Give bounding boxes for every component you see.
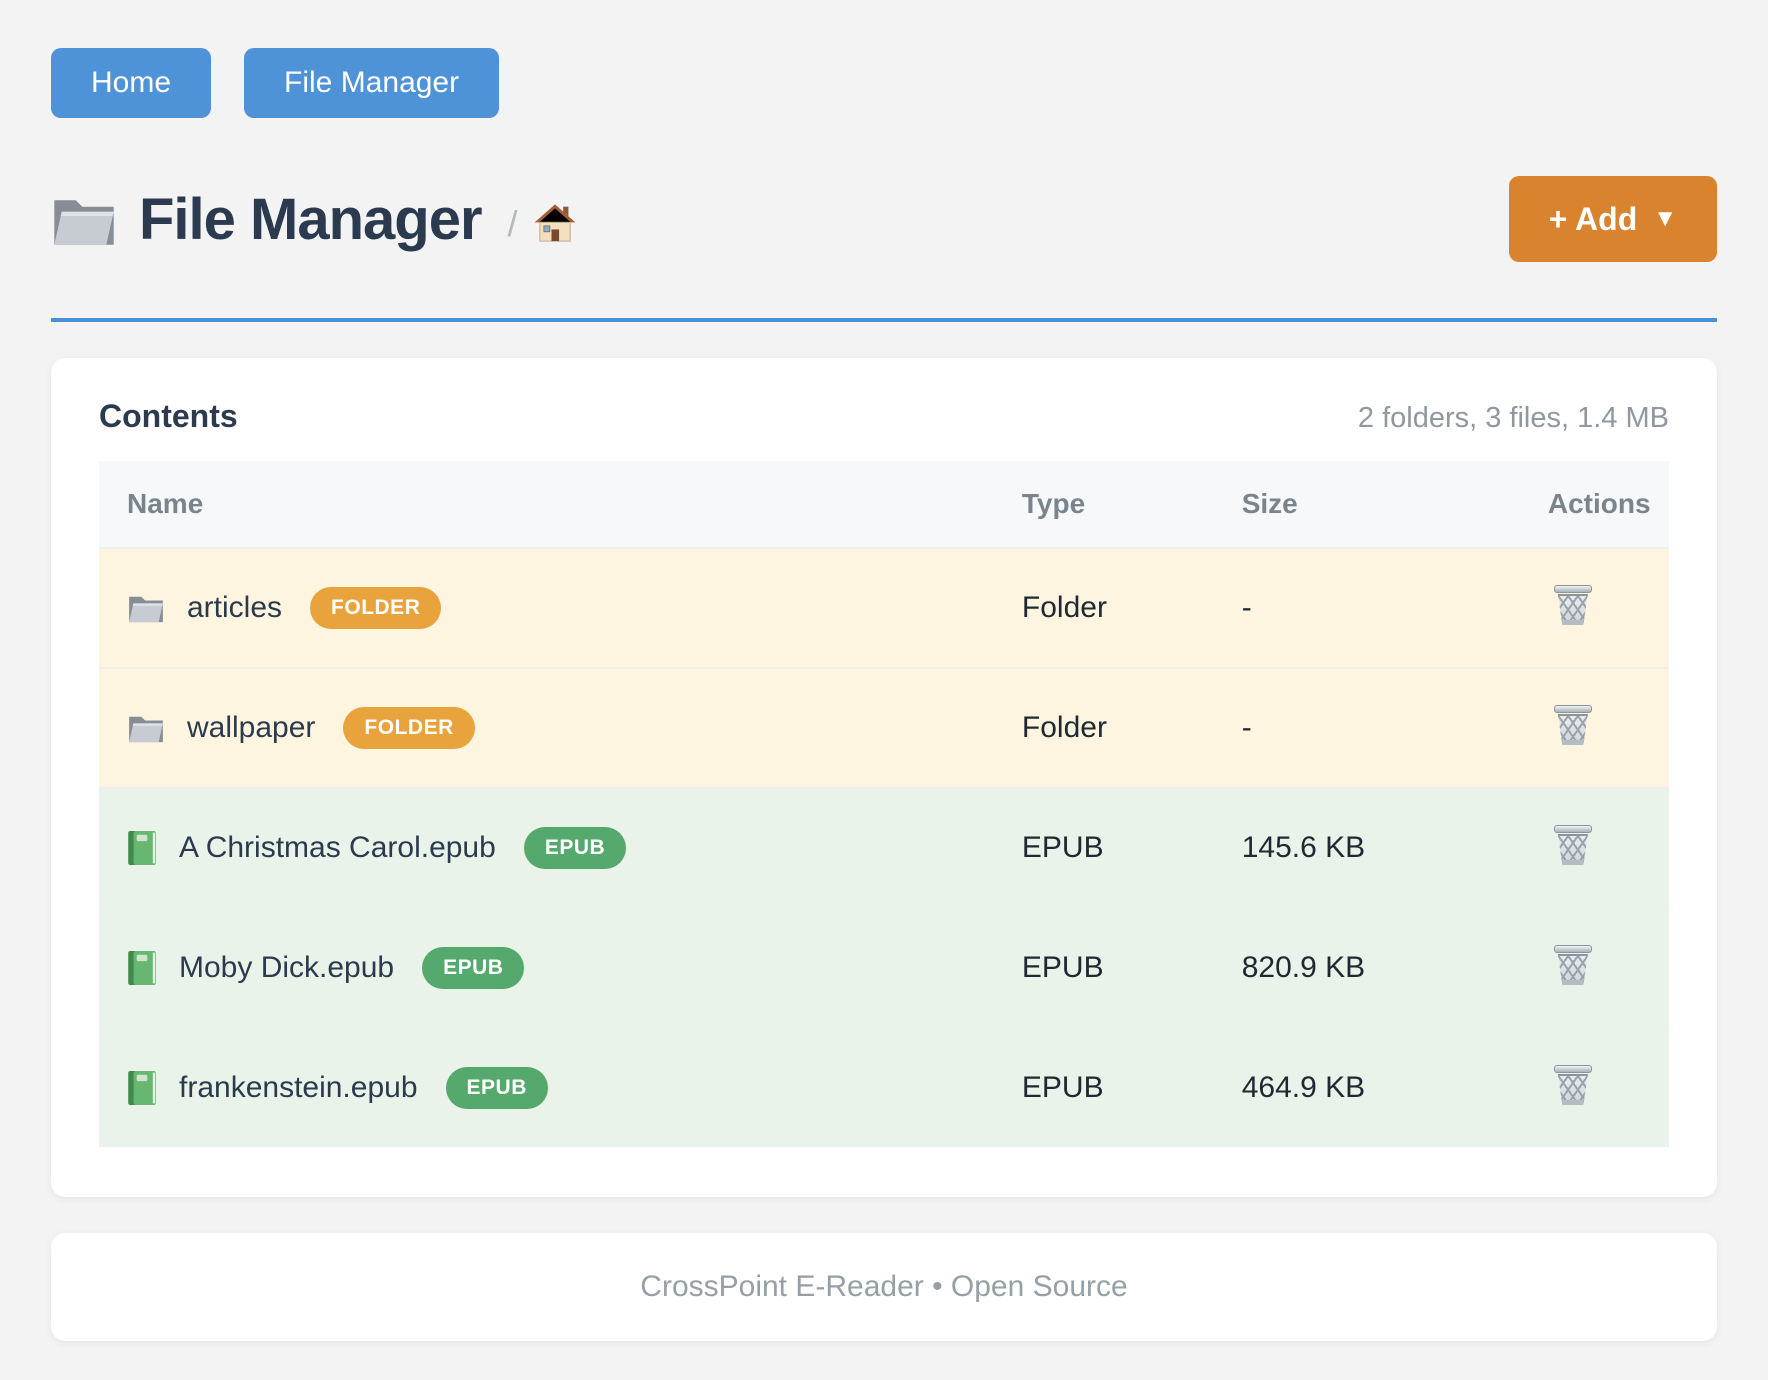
- folder-icon: [51, 193, 117, 252]
- size-cell: 820.9 KB: [1213, 908, 1520, 1028]
- nav-home-button[interactable]: Home: [51, 48, 212, 118]
- file-name-link[interactable]: frankenstein.epub: [179, 1071, 418, 1104]
- folder-icon: [127, 593, 165, 623]
- size-cell: 145.6 KB: [1213, 788, 1520, 908]
- page-title: File Manager: [139, 186, 483, 252]
- delete-button[interactable]: [1553, 943, 1592, 988]
- home-icon[interactable]: [534, 203, 576, 248]
- table-row[interactable]: wallpaper FOLDER Folder -: [99, 668, 1669, 788]
- size-cell: -: [1213, 548, 1520, 668]
- type-cell: Folder: [993, 668, 1214, 788]
- delete-button[interactable]: [1553, 1063, 1592, 1108]
- page-header: File Manager / + Add ▼: [51, 174, 1717, 264]
- add-button-label: + Add: [1548, 200, 1638, 237]
- type-badge: EPUB: [422, 947, 525, 989]
- contents-heading: Contents: [99, 398, 238, 434]
- delete-button[interactable]: [1553, 703, 1592, 748]
- table-row[interactable]: articles FOLDER Folder -: [99, 548, 1669, 668]
- table-row[interactable]: Moby Dick.epub EPUB EPUB 820.9 KB: [99, 908, 1669, 1028]
- epub-book-icon: [127, 1070, 157, 1106]
- type-badge: FOLDER: [310, 587, 442, 629]
- footer-card: CrossPoint E-Reader • Open Source: [51, 1233, 1717, 1341]
- file-name-link[interactable]: articles: [187, 591, 283, 624]
- delete-button[interactable]: [1553, 823, 1592, 868]
- type-cell: EPUB: [993, 788, 1214, 908]
- column-header-size: Size: [1213, 461, 1520, 548]
- type-cell: Folder: [993, 548, 1214, 668]
- size-cell: 464.9 KB: [1213, 1028, 1520, 1147]
- footer-text: CrossPoint E-Reader • Open Source: [640, 1270, 1128, 1303]
- trash-icon: [1553, 703, 1592, 745]
- file-name-link[interactable]: wallpaper: [187, 711, 316, 744]
- file-name-link[interactable]: Moby Dick.epub: [179, 951, 395, 984]
- type-badge: EPUB: [445, 1067, 548, 1109]
- column-header-actions: Actions: [1519, 461, 1669, 548]
- breadcrumb-separator: /: [507, 203, 518, 244]
- chevron-down-icon: ▼: [1653, 205, 1677, 232]
- table-header-row: Name Type Size Actions: [99, 461, 1669, 548]
- trash-icon: [1553, 583, 1592, 625]
- column-header-type: Type: [993, 461, 1214, 548]
- nav-file-manager-button[interactable]: File Manager: [244, 48, 500, 118]
- type-badge: EPUB: [523, 827, 627, 869]
- top-nav: Home File Manager: [51, 48, 1717, 118]
- table-row[interactable]: A Christmas Carol.epub EPUB EPUB 145.6 K…: [99, 788, 1669, 908]
- table-row[interactable]: frankenstein.epub EPUB EPUB 464.9 KB: [99, 1028, 1669, 1147]
- epub-book-icon: [127, 950, 157, 986]
- type-badge: FOLDER: [343, 707, 475, 749]
- folder-icon: [127, 713, 165, 743]
- title-divider: [51, 318, 1717, 322]
- contents-card: Contents 2 folders, 3 files, 1.4 MB Name…: [51, 358, 1717, 1197]
- file-name-link[interactable]: A Christmas Carol.epub: [179, 831, 496, 864]
- delete-button[interactable]: [1553, 583, 1592, 628]
- trash-icon: [1553, 943, 1592, 985]
- type-cell: EPUB: [993, 1028, 1214, 1147]
- add-button[interactable]: + Add ▼: [1508, 176, 1717, 262]
- type-cell: EPUB: [993, 908, 1214, 1028]
- column-header-name: Name: [99, 461, 994, 548]
- trash-icon: [1553, 823, 1592, 865]
- file-table: Name Type Size Actions: [99, 461, 1669, 1147]
- trash-icon: [1553, 1063, 1592, 1105]
- contents-summary: 2 folders, 3 files, 1.4 MB: [1357, 402, 1669, 434]
- size-cell: -: [1213, 668, 1520, 788]
- epub-book-icon: [127, 830, 157, 866]
